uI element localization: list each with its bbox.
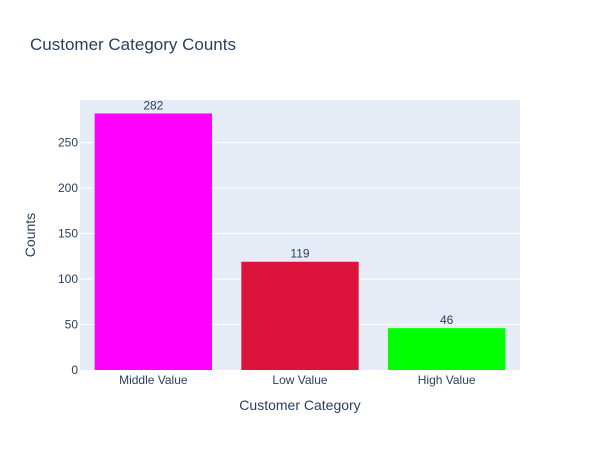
y-axis-ticks: 0 50 100 150 200 250 <box>58 136 78 377</box>
y-tick-label: 50 <box>65 318 79 332</box>
y-tick-label: 150 <box>58 227 78 241</box>
x-tick-label: High Value <box>418 373 476 387</box>
x-tick-label: Low Value <box>272 373 327 387</box>
bar-value-label: 282 <box>143 98 163 112</box>
chart-title: Customer Category Counts <box>30 35 236 54</box>
y-tick-label: 200 <box>58 181 78 195</box>
bar-middle-value[interactable] <box>94 113 212 370</box>
y-tick-label: 250 <box>58 136 78 150</box>
x-tick-label: Middle Value <box>119 373 188 387</box>
bars: 282 119 46 <box>94 98 506 370</box>
y-tick-label: 0 <box>71 363 78 377</box>
x-axis-ticks: Middle Value Low Value High Value <box>119 373 476 387</box>
y-axis-title: Counts <box>22 213 38 257</box>
bar-low-value[interactable] <box>241 261 359 370</box>
x-axis-title: Customer Category <box>239 397 360 413</box>
bar-high-value[interactable] <box>388 328 506 370</box>
bar-value-label: 119 <box>290 247 309 261</box>
bar-value-label: 46 <box>440 313 454 327</box>
y-tick-label: 100 <box>58 272 78 286</box>
